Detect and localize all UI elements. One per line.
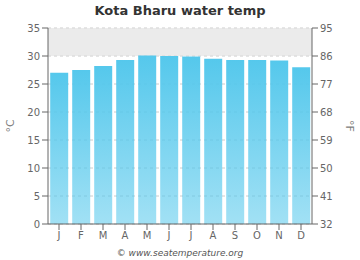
svg-text:86: 86 (320, 51, 333, 62)
svg-text:32: 32 (320, 219, 333, 230)
svg-text:68: 68 (320, 107, 333, 118)
svg-text:O: O (253, 230, 261, 241)
svg-text:A: A (210, 230, 217, 241)
svg-text:30: 30 (27, 51, 40, 62)
svg-text:F: F (78, 230, 84, 241)
svg-text:95: 95 (320, 23, 333, 34)
svg-text:J: J (167, 230, 171, 241)
svg-text:°C: °C (8, 119, 17, 133)
svg-text:0: 0 (34, 219, 40, 230)
svg-text:15: 15 (27, 135, 40, 146)
svg-text:5: 5 (34, 191, 40, 202)
html-text:© www.seatemperature.org: © www.seatemperature.org (116, 248, 244, 258)
svg-text:A: A (122, 230, 129, 241)
svg-text:35: 35 (27, 23, 40, 34)
svg-text:M: M (99, 230, 108, 241)
svg-text:20: 20 (27, 107, 40, 118)
svg-text:J: J (189, 230, 193, 241)
svg-text:M: M (143, 230, 152, 241)
html-text:Kota Bharu water temp: Kota Bharu water temp (94, 3, 266, 18)
svg-text:10: 10 (27, 163, 40, 174)
svg-text:77: 77 (320, 79, 333, 90)
svg-text:J: J (57, 230, 61, 241)
svg-text:59: 59 (320, 135, 333, 146)
svg-text:41: 41 (320, 191, 333, 202)
svg-text:S: S (232, 230, 238, 241)
svg-text:°F: °F (343, 120, 352, 132)
svg-text:50: 50 (320, 163, 333, 174)
svg-text:25: 25 (27, 79, 40, 90)
svg-text:D: D (297, 230, 305, 241)
svg-text:N: N (275, 230, 282, 241)
